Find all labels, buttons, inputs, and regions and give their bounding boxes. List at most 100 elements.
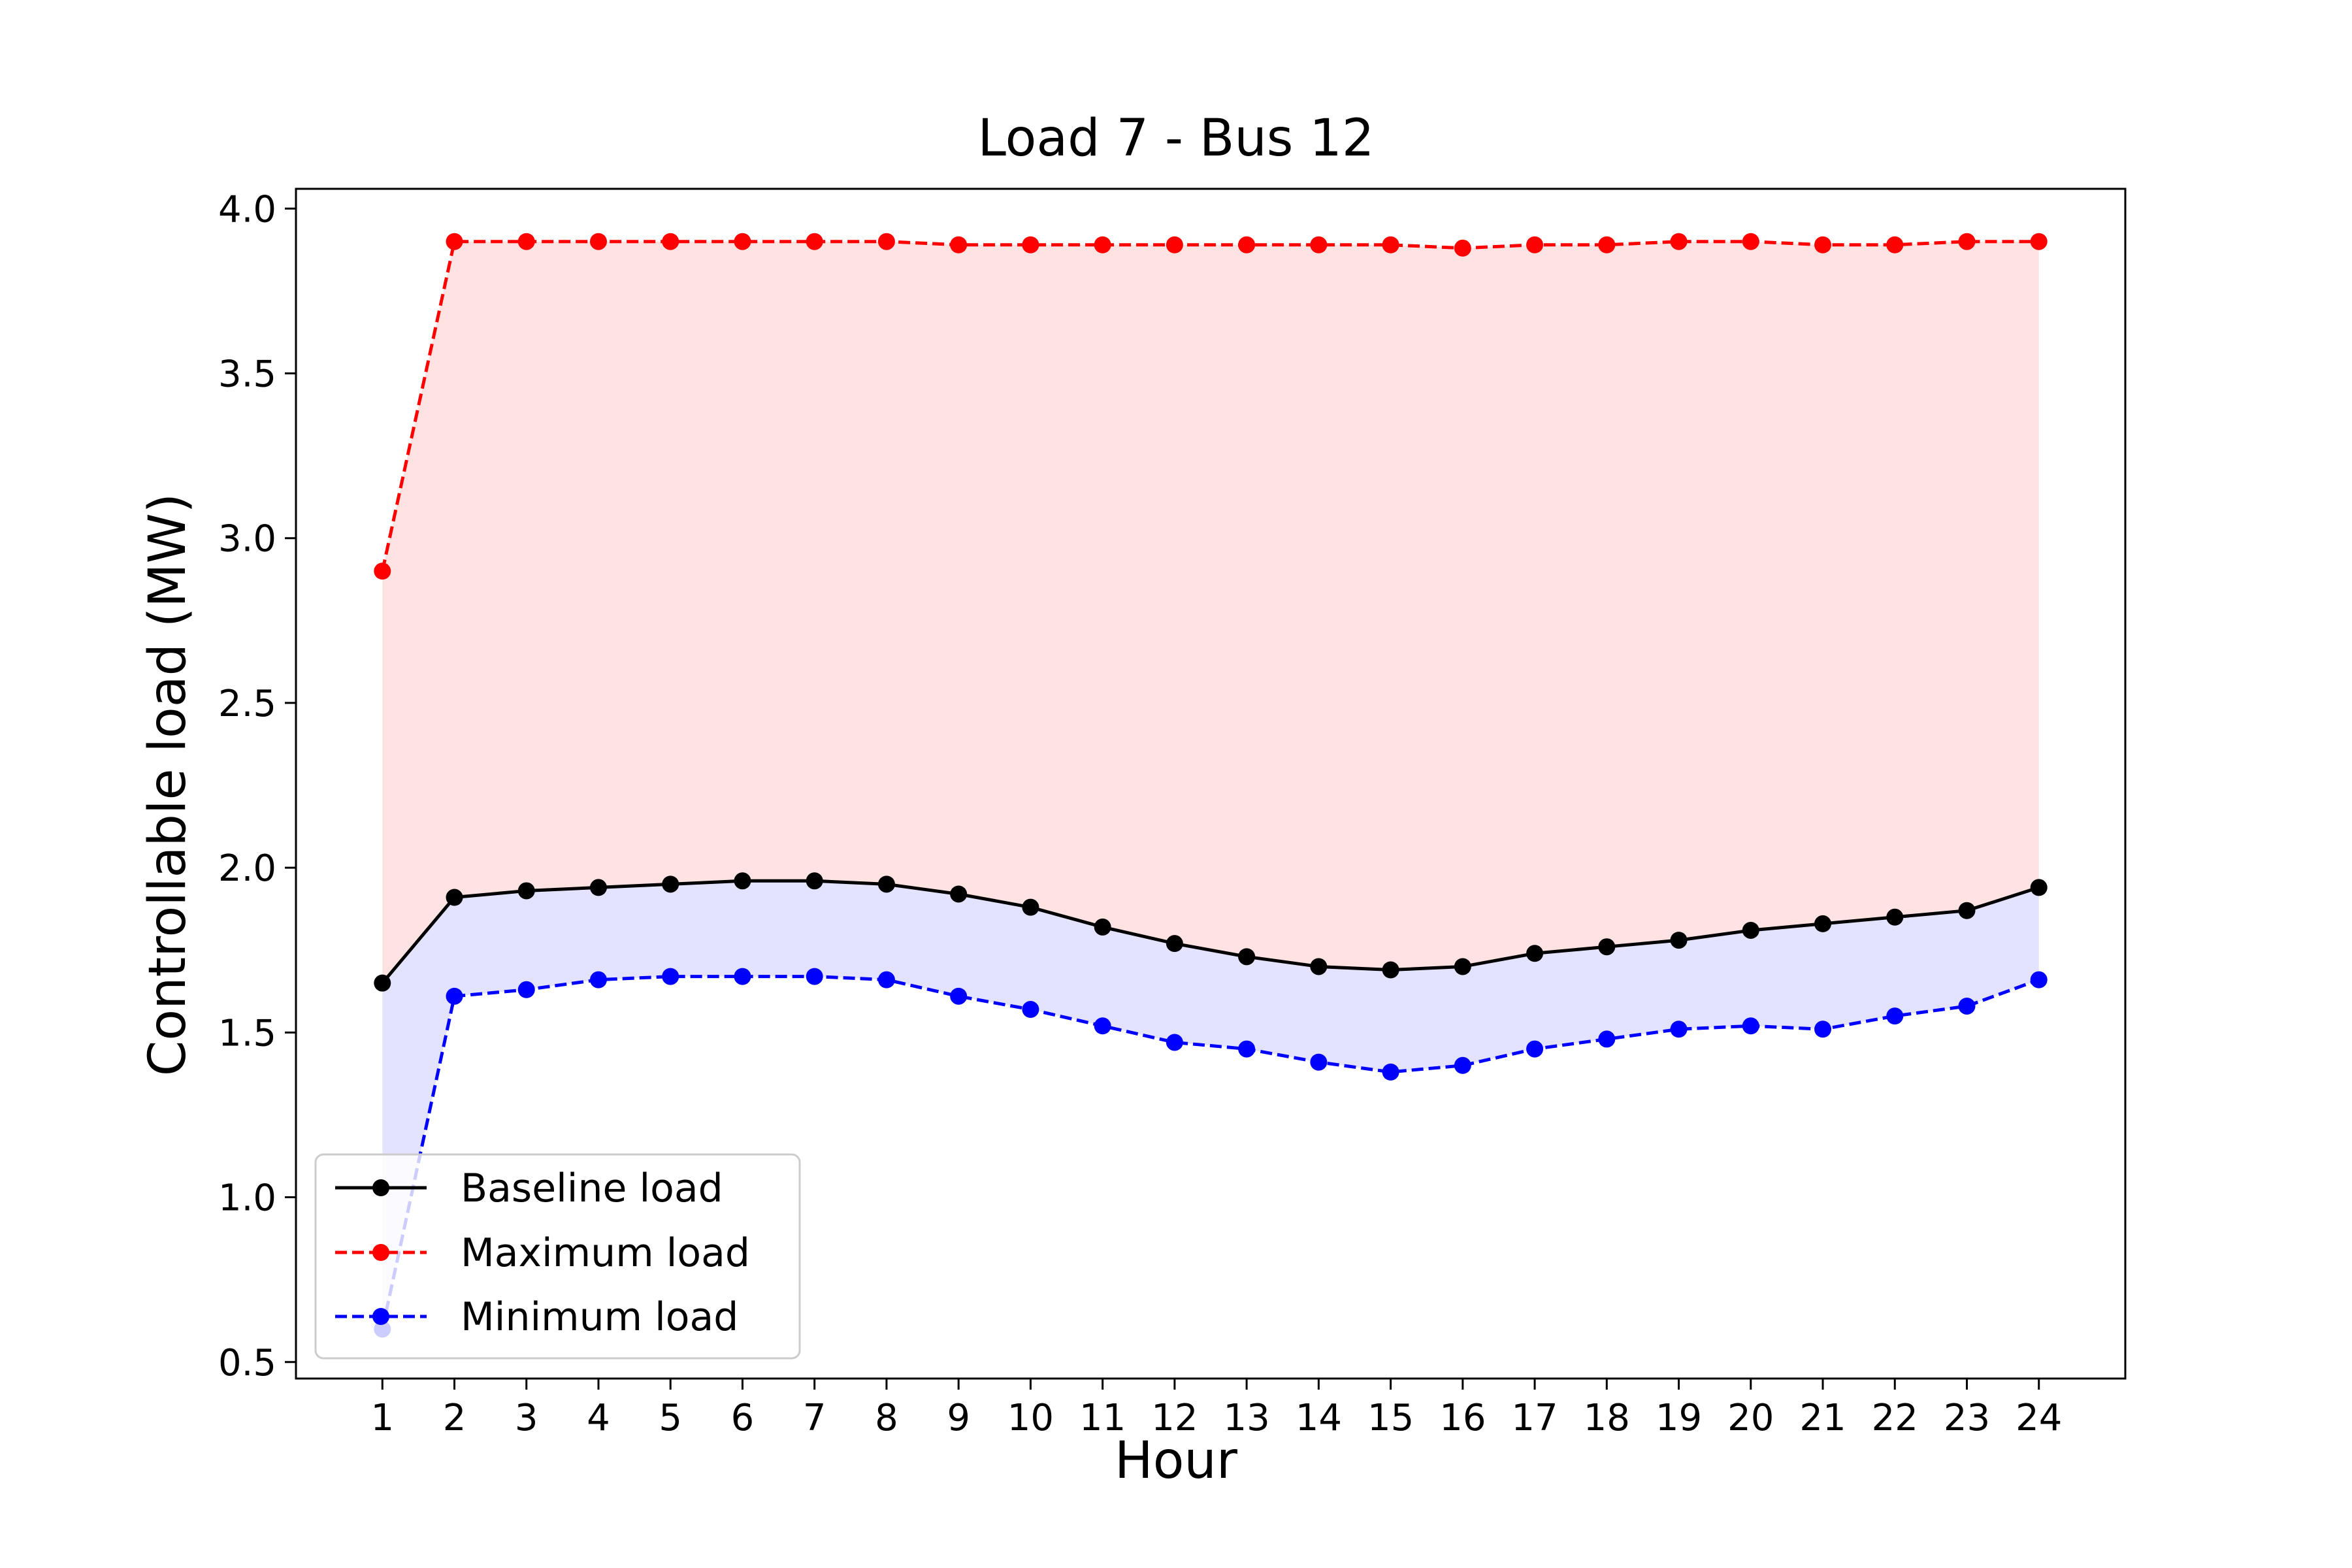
data-point-maximum-load	[1742, 233, 1759, 250]
data-point-baseline-load	[1454, 958, 1471, 975]
series-line-maximum-load	[380, 240, 2039, 572]
series-line-baseline-load	[381, 879, 2040, 985]
data-point-maximum-load	[662, 233, 679, 250]
data-point-maximum-load	[877, 233, 895, 250]
x-tick-label: 11	[1079, 1397, 1126, 1439]
band-baseline-load-to-maximum-load	[382, 241, 2039, 983]
data-point-maximum-load	[1598, 236, 1616, 253]
x-tick-label: 9	[947, 1397, 970, 1439]
x-tick-label: 3	[515, 1397, 538, 1439]
data-point-maximum-load	[1382, 236, 1399, 253]
data-point-minimum-load	[446, 987, 463, 1005]
data-point-minimum-load	[2030, 971, 2048, 988]
x-tick-label: 15	[1367, 1397, 1414, 1439]
data-point-minimum-load	[734, 968, 751, 985]
data-point-baseline-load	[1598, 938, 1616, 956]
y-tick-label: 3.5	[218, 353, 276, 395]
legend-marker-maximum	[372, 1244, 389, 1261]
x-tick-label: 23	[1944, 1397, 1990, 1439]
y-tick-label: 0.5	[218, 1342, 276, 1384]
x-tick-label: 22	[1872, 1397, 1918, 1439]
data-point-minimum-load	[1454, 1056, 1471, 1074]
y-tick-label: 2.0	[218, 847, 276, 890]
legend: Baseline load Maximum load Minimum load	[314, 1153, 801, 1360]
data-point-baseline-load	[1022, 898, 1039, 916]
data-point-minimum-load	[1526, 1040, 1544, 1058]
data-point-baseline-load	[517, 882, 535, 900]
legend-label-maximum: Maximum load	[461, 1230, 750, 1276]
data-point-baseline-load	[1742, 921, 1759, 939]
legend-marker-minimum	[372, 1308, 389, 1325]
data-point-minimum-load	[1958, 997, 1976, 1015]
data-point-baseline-load	[1814, 915, 1832, 932]
data-point-maximum-load	[1310, 236, 1328, 253]
y-tick-label: 1.0	[218, 1177, 276, 1220]
x-tick-label: 5	[659, 1397, 682, 1439]
data-point-maximum-load	[1886, 236, 1904, 253]
x-axis-title: Hour	[1115, 1431, 1238, 1490]
data-point-maximum-load	[1094, 236, 1111, 253]
data-point-minimum-load	[1166, 1034, 1183, 1051]
band-minimum-load-to-baseline-load	[382, 881, 2039, 1330]
data-point-minimum-load	[1886, 1007, 1904, 1025]
data-point-minimum-load	[589, 971, 607, 988]
data-point-baseline-load	[446, 889, 463, 906]
data-point-maximum-load	[1454, 239, 1471, 257]
data-point-baseline-load	[1958, 902, 1976, 919]
x-tick-label: 12	[1151, 1397, 1198, 1439]
data-point-minimum-load	[1022, 1001, 1039, 1019]
data-point-minimum-load	[1094, 1017, 1111, 1035]
data-point-maximum-load	[1238, 236, 1256, 253]
data-point-baseline-load	[1094, 918, 1111, 936]
x-tick-label: 2	[443, 1397, 466, 1439]
y-tick-label: 3.0	[218, 518, 276, 561]
data-point-minimum-load	[877, 971, 895, 988]
x-tick-label: 7	[803, 1397, 826, 1439]
x-tick-label: 4	[587, 1397, 610, 1439]
data-point-baseline-load	[1310, 958, 1328, 975]
x-tick-label: 1	[370, 1397, 394, 1439]
data-point-minimum-load	[1382, 1063, 1399, 1081]
data-point-maximum-load	[1166, 236, 1183, 253]
data-point-minimum-load	[1238, 1040, 1256, 1058]
data-point-minimum-load	[806, 968, 823, 985]
data-point-maximum-load	[1670, 233, 1688, 250]
series-layer	[374, 233, 2048, 1338]
y-axis-title: Controllable load (MW)	[139, 493, 197, 1076]
x-tick-label: 14	[1296, 1397, 1342, 1439]
chart-title: Load 7 - Bus 12	[978, 109, 1375, 168]
y-tick-label: 4.0	[218, 188, 276, 231]
x-tick-label: 13	[1223, 1397, 1269, 1439]
data-point-maximum-load	[950, 236, 968, 253]
x-tick-label: 6	[731, 1397, 755, 1439]
data-point-baseline-load	[877, 875, 895, 893]
series-line-minimum-load	[380, 975, 2040, 1330]
data-point-baseline-load	[734, 872, 751, 890]
data-point-baseline-load	[950, 885, 968, 903]
data-point-maximum-load	[446, 233, 463, 250]
data-point-minimum-load	[1742, 1017, 1759, 1035]
x-tick-label: 8	[875, 1397, 898, 1439]
data-point-minimum-load	[1310, 1053, 1328, 1071]
data-point-baseline-load	[1166, 935, 1183, 953]
data-point-maximum-load	[374, 563, 391, 580]
legend-label-baseline: Baseline load	[461, 1166, 723, 1211]
axis-layer: 1 2 3 4 5 6 7 8 9 10 11 12 13 14 15 16 17 18 19 20 21 22 23 240…	[218, 188, 2127, 1439]
data-point-maximum-load	[1958, 233, 1976, 250]
data-point-baseline-load	[1526, 945, 1544, 962]
data-point-maximum-load	[1526, 236, 1544, 253]
y-tick-label: 1.5	[218, 1012, 276, 1054]
x-tick-label: 18	[1584, 1397, 1630, 1439]
data-point-baseline-load	[806, 872, 823, 890]
y-tick-label: 2.5	[218, 683, 276, 725]
data-point-minimum-load	[662, 968, 679, 985]
data-point-baseline-load	[589, 879, 607, 896]
data-point-baseline-load	[662, 875, 679, 893]
data-point-minimum-load	[1598, 1030, 1616, 1048]
legend-frame	[314, 1153, 801, 1360]
data-point-maximum-load	[1022, 236, 1039, 253]
data-point-minimum-load	[1670, 1021, 1688, 1038]
data-point-maximum-load	[517, 233, 535, 250]
x-tick-label: 16	[1439, 1397, 1486, 1439]
data-point-minimum-load	[1814, 1021, 1832, 1038]
